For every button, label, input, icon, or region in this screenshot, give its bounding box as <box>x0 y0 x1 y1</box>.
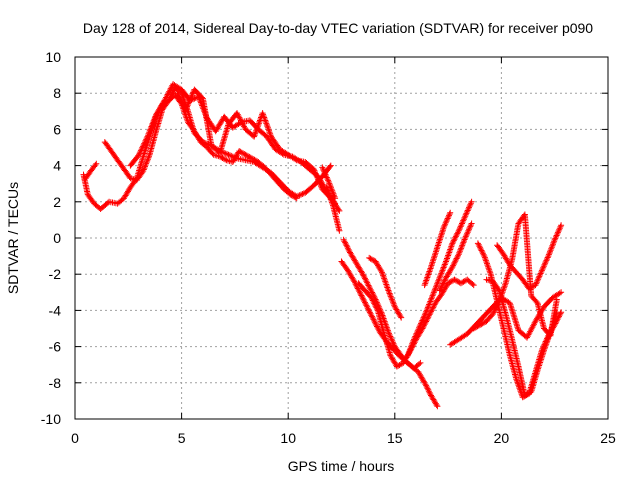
data-track <box>82 160 100 182</box>
data-point-markers <box>82 160 100 182</box>
chart-title: Day 128 of 2014, Sidereal Day-to-day VTE… <box>83 20 593 36</box>
data-point-markers <box>404 198 475 359</box>
data-track <box>340 236 424 372</box>
data-track <box>101 84 334 200</box>
y-tick-label: -6 <box>49 339 62 355</box>
y-tick-label: -8 <box>49 375 62 391</box>
y-axis-label: SDTVAR / TECUs <box>5 182 21 294</box>
y-tick-label: 8 <box>53 85 61 101</box>
x-tick-label: 20 <box>494 430 510 446</box>
data-point-markers <box>340 236 424 372</box>
data-track <box>436 220 475 294</box>
data-point-markers <box>494 222 565 292</box>
data-track <box>366 254 405 321</box>
data-point-markers <box>366 254 405 321</box>
data-point-markers <box>127 81 339 207</box>
y-tick-label: 0 <box>53 230 61 246</box>
data-track <box>404 198 475 359</box>
data-point-markers <box>323 184 343 234</box>
data-track <box>494 222 565 292</box>
data-point-markers <box>319 164 339 202</box>
x-axis-label: GPS time / hours <box>288 458 395 474</box>
data-track <box>127 81 339 207</box>
data-track <box>447 289 565 348</box>
y-tick-label: -10 <box>41 411 61 427</box>
grid-lines <box>75 57 608 419</box>
data-point-markers <box>101 84 334 200</box>
data-point-markers <box>174 86 343 214</box>
x-tick-label: 10 <box>280 430 296 446</box>
data-point-markers <box>436 220 475 294</box>
data-track <box>174 86 343 214</box>
y-tick-label: -4 <box>49 302 62 318</box>
data-point-markers <box>421 209 454 289</box>
y-tick-label: 10 <box>45 49 61 65</box>
x-tick-label: 0 <box>71 430 79 446</box>
x-tick-labels: 0 5 10 15 20 25 <box>71 430 616 446</box>
data-track <box>323 184 343 234</box>
y-tick-label: 6 <box>53 121 61 137</box>
data-point-markers <box>483 276 560 399</box>
y-tick-label: 4 <box>53 158 61 174</box>
data-track <box>421 209 454 289</box>
data-point-markers <box>447 289 565 348</box>
y-tick-label: -2 <box>49 266 62 282</box>
x-tick-label: 25 <box>600 430 616 446</box>
x-tick-label: 15 <box>387 430 403 446</box>
plot-frame <box>74 56 609 420</box>
x-tick-label: 5 <box>178 430 186 446</box>
data-track <box>319 164 339 202</box>
data-series <box>80 81 565 410</box>
data-track <box>483 276 560 399</box>
y-tick-label: 2 <box>53 194 61 210</box>
y-tick-labels: -10 -8 -6 -4 -2 0 2 4 6 8 10 <box>41 49 61 427</box>
